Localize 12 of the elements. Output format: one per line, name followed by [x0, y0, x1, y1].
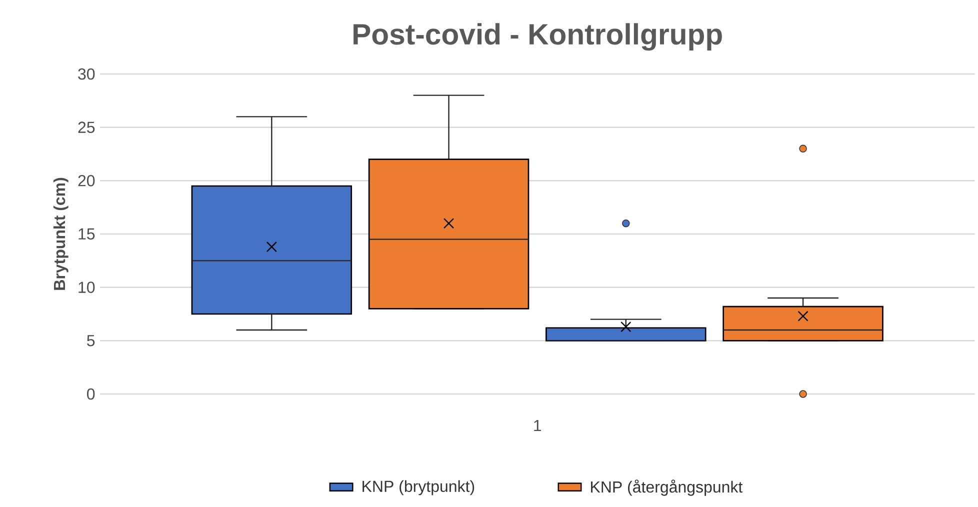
- y-tick-label: 10: [78, 282, 95, 293]
- y-tick-label: 15: [78, 228, 95, 240]
- y-axis-title: Brytpunkt (cm): [53, 178, 68, 290]
- chart-title: Post-covid - Kontrollgrupp: [354, 23, 722, 51]
- y-tick-label: 20: [78, 175, 95, 186]
- y-tick-label: 25: [78, 122, 95, 133]
- y-tick-label: 5: [87, 335, 95, 346]
- x-tick-label: 1: [534, 420, 542, 432]
- y-tick-label: 30: [78, 68, 95, 80]
- legend-label: KNP (återgångspunkt: [591, 480, 743, 496]
- y-tick-label: 0: [87, 388, 95, 400]
- legend-label: KNP (brytpunkt): [362, 480, 474, 496]
